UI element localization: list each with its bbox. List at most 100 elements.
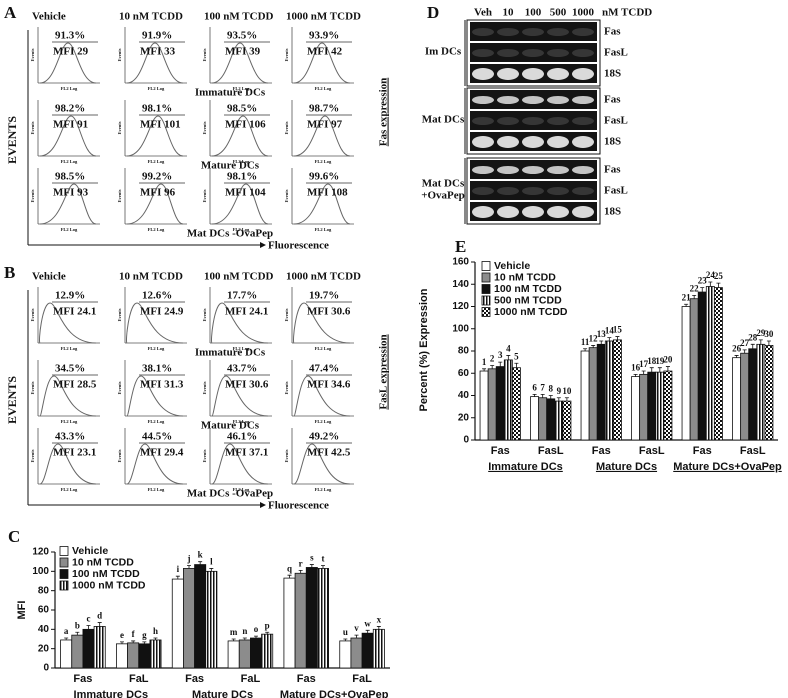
- x-tick-label: FasL: [740, 445, 766, 457]
- legend-label: Vehicle: [72, 545, 108, 557]
- error-bar: [766, 340, 771, 346]
- axis-title: EVENTS: [5, 116, 19, 164]
- histogram-curve: [39, 443, 97, 485]
- histogram-curve: [293, 42, 351, 84]
- legend-swatch: [481, 272, 491, 283]
- bar-annotation: 6: [532, 382, 537, 392]
- arrow-head: [260, 242, 266, 248]
- group-label: Mature DCs: [192, 689, 253, 698]
- blot-band: [572, 68, 594, 80]
- panel-label: E: [455, 237, 466, 256]
- bar: [294, 572, 307, 669]
- blot-band: [572, 49, 594, 57]
- bar-annotation: 2: [490, 354, 495, 364]
- histogram-axis-label: Events: [202, 381, 207, 394]
- percent-label: 99.6%: [309, 171, 339, 183]
- error-bar: [231, 638, 236, 641]
- band-label: Fas: [604, 94, 621, 106]
- percent-label: 98.7%: [309, 103, 339, 115]
- histogram-axis-label: FL2 Log: [61, 227, 78, 232]
- band-label: 18S: [604, 136, 621, 148]
- blot-band: [547, 166, 569, 174]
- histogram-axis-label: FL2 Log: [148, 227, 165, 232]
- histogram-curve: [126, 183, 184, 225]
- error-bar: [633, 373, 638, 377]
- percent-label: 98.1%: [227, 171, 257, 183]
- mfi-label: MFI 34.6: [307, 379, 351, 391]
- bar-annotation: w: [364, 618, 371, 628]
- blot-band: [522, 68, 544, 80]
- axis-title: Fluorescence: [268, 500, 329, 512]
- bar-annotation: v: [354, 623, 359, 633]
- arrow-head: [260, 502, 266, 508]
- blot-band: [472, 117, 494, 125]
- lane-label: 100: [525, 7, 542, 19]
- histogram-curve: [126, 42, 184, 84]
- bar-annotation: 19: [655, 356, 665, 366]
- histogram-axis-label: FL2 Log: [148, 159, 165, 164]
- bar-annotation: 9: [557, 386, 562, 396]
- bar-annotation: 1: [482, 357, 487, 367]
- legend-label: 1000 nM TCDD: [72, 579, 146, 591]
- group-label: Mat DCs: [422, 114, 465, 126]
- bar-annotation: h: [153, 626, 158, 636]
- mfi-label: MFI 106: [225, 119, 266, 131]
- error-bar: [198, 561, 203, 565]
- bar: [238, 639, 251, 669]
- error-bar: [490, 365, 495, 369]
- blot-band: [497, 166, 519, 174]
- bar: [689, 298, 699, 441]
- legend-swatch: [59, 580, 69, 591]
- histogram-curve: [293, 375, 351, 417]
- legend-label: 500 nM TCDD: [494, 294, 562, 306]
- error-bar: [265, 631, 270, 635]
- bar: [479, 370, 489, 441]
- histogram-curve: [39, 42, 97, 84]
- mfi-label: MFI 28.5: [53, 379, 97, 391]
- histogram-curve: [211, 42, 269, 84]
- histogram-axis-label: Events: [117, 189, 122, 202]
- histogram-axis-label: FL2 Log: [233, 346, 250, 351]
- bar-annotation: x: [377, 614, 382, 624]
- bar-annotation: 5: [514, 351, 519, 361]
- row-label: Mat DCs -OvaPep: [187, 228, 273, 240]
- blot-band: [522, 117, 544, 125]
- error-bar: [187, 565, 191, 569]
- histogram-axis-label: Events: [117, 381, 122, 394]
- y-tick-label: 140: [452, 279, 469, 290]
- row-label: Immature DCs: [195, 347, 266, 359]
- bar-annotation: 25: [714, 271, 724, 281]
- error-bar: [209, 568, 214, 572]
- row-label: Mature DCs: [201, 420, 260, 432]
- y-tick-label: 40: [458, 390, 470, 401]
- error-bar: [298, 569, 303, 574]
- histogram-axis-label: FL2 Log: [148, 487, 165, 492]
- blot-frame: [466, 19, 601, 87]
- error-bar: [287, 574, 292, 579]
- legend-swatch: [481, 261, 491, 271]
- percent-label: 99.2%: [142, 171, 172, 183]
- error-bar: [583, 348, 588, 351]
- percent-label: 47.4%: [309, 363, 339, 375]
- band-label: Fas: [604, 26, 621, 38]
- error-bar: [514, 362, 519, 368]
- row-label: Mature DCs: [201, 160, 260, 172]
- histogram-curve: [211, 115, 269, 157]
- legend-swatch: [59, 557, 69, 568]
- error-bar: [564, 397, 569, 402]
- blot-band: [497, 187, 519, 195]
- bar-annotation: 8: [549, 384, 554, 394]
- bar-annotation: 11: [581, 337, 590, 347]
- bar: [663, 370, 673, 441]
- blot-band: [572, 28, 594, 36]
- y-tick-label: 80: [38, 585, 50, 596]
- percent-label: 98.5%: [227, 103, 257, 115]
- error-bar: [175, 575, 180, 580]
- blot-band: [572, 96, 594, 104]
- panel-label: D: [427, 3, 439, 22]
- group-label: +OvaPep: [421, 190, 465, 202]
- blot-band: [572, 166, 594, 174]
- bar: [554, 400, 564, 441]
- bar: [740, 352, 750, 441]
- error-bar: [615, 336, 620, 340]
